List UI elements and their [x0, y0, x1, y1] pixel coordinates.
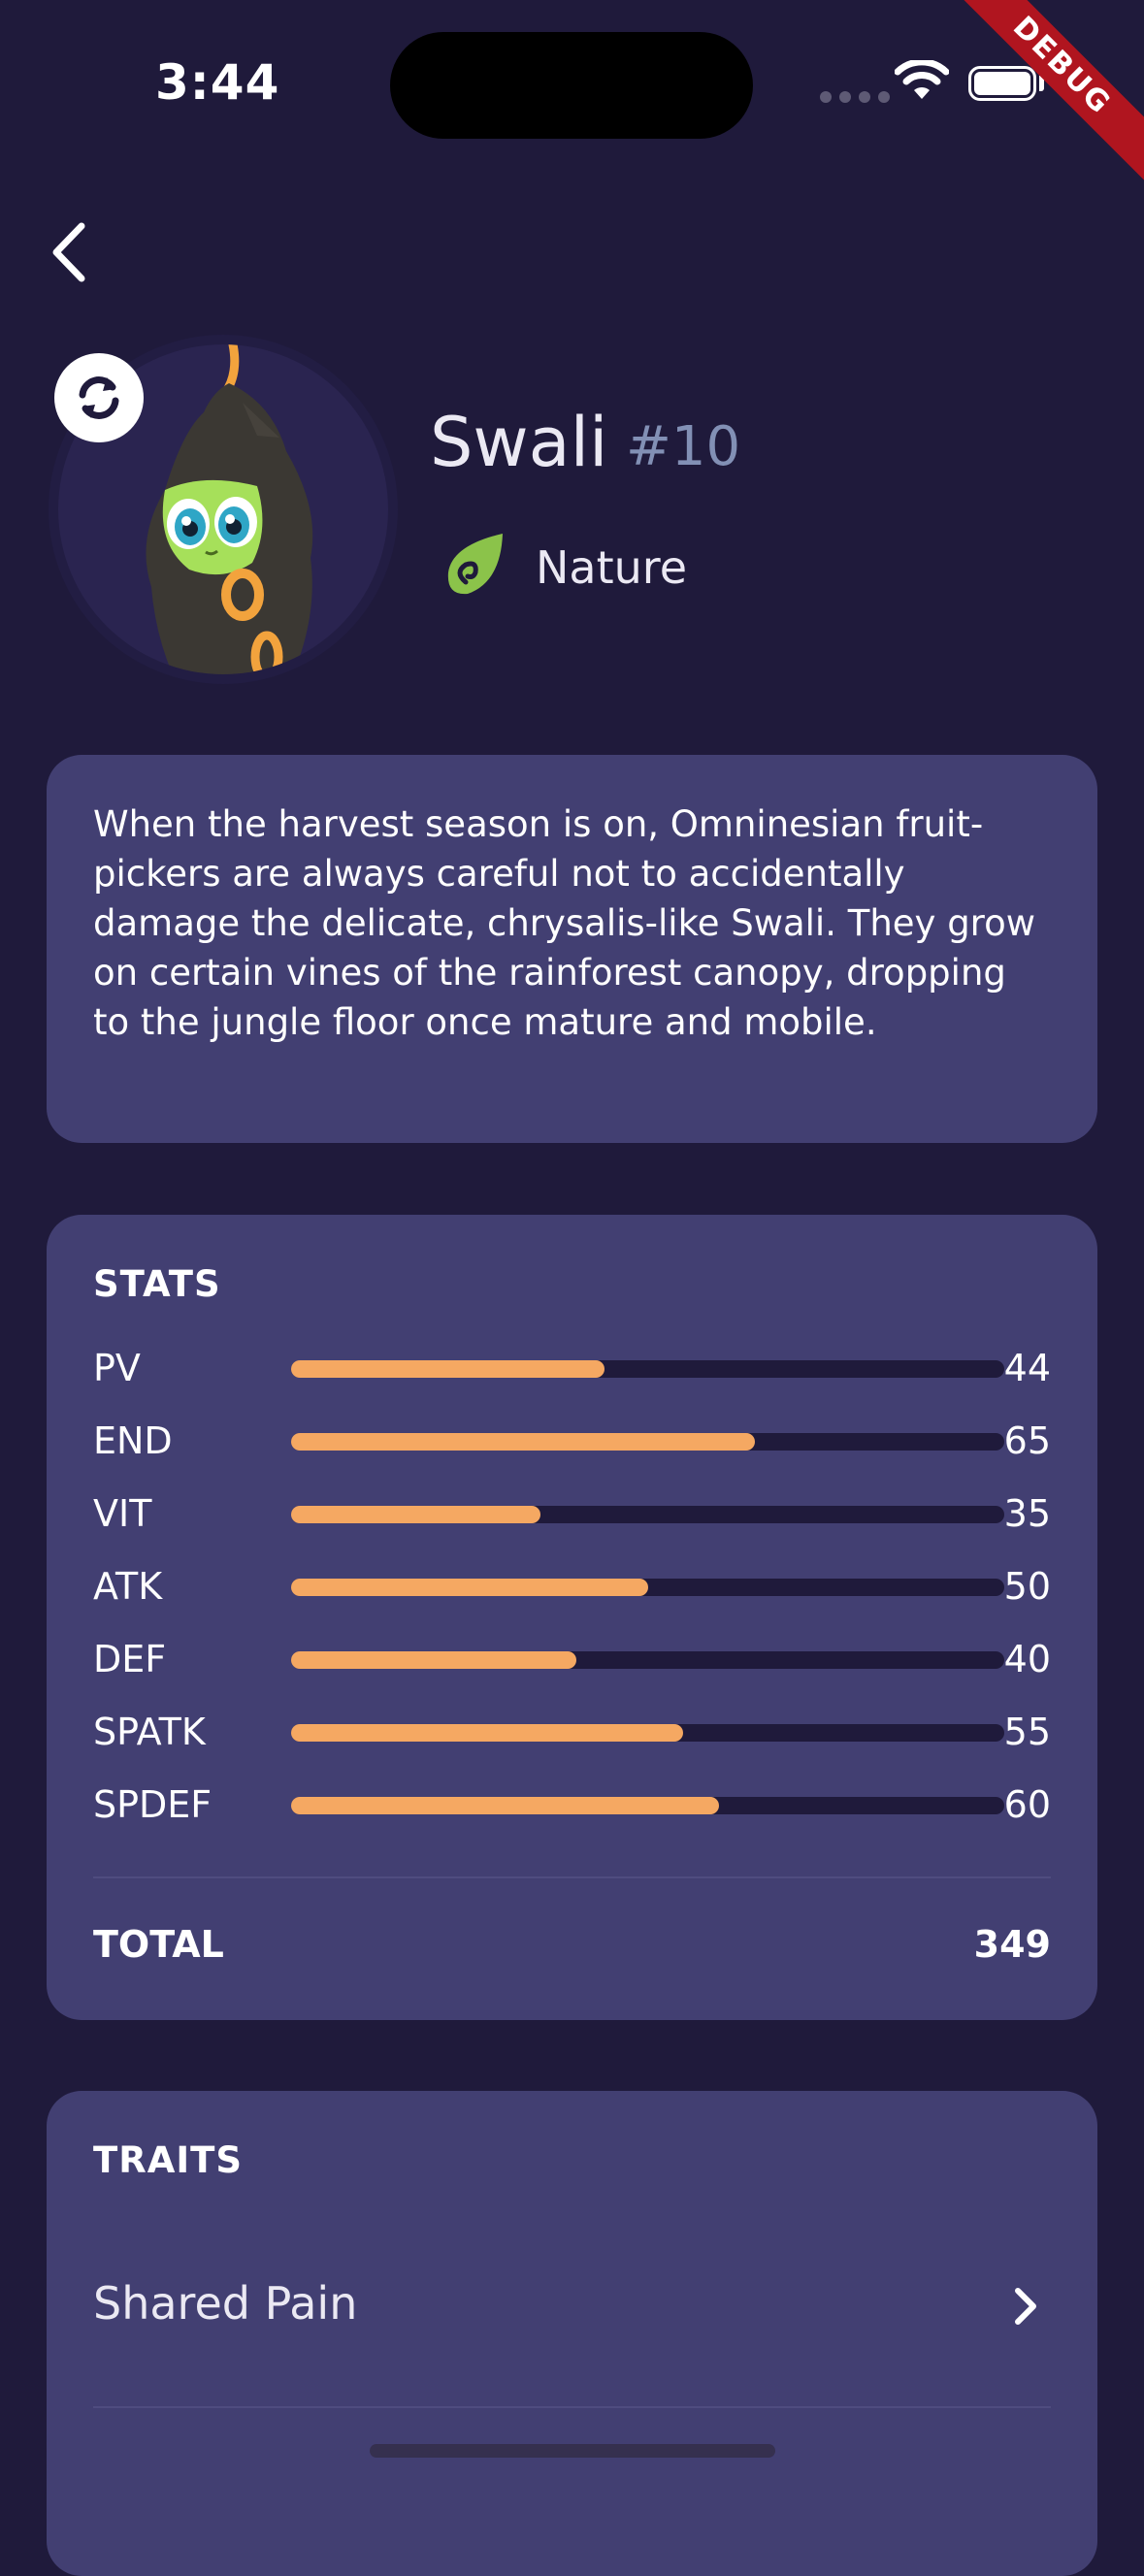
stats-divider	[93, 1876, 1051, 1878]
stat-bar-track	[291, 1506, 1004, 1523]
stats-total-value: 349	[973, 1923, 1051, 1966]
stats-card: STATS PV 44 END 65 VIT 35 ATK 50 DEF 40 …	[47, 1215, 1097, 2020]
stat-value: 60	[1003, 1783, 1051, 1826]
stat-row-end: END 65	[93, 1412, 1051, 1470]
stat-row-atk: ATK 50	[93, 1557, 1051, 1615]
stat-bar-track	[291, 1724, 1004, 1742]
stat-value: 44	[1003, 1347, 1051, 1389]
stat-bar-track	[291, 1433, 1004, 1451]
chevron-left-icon	[52, 222, 85, 282]
stats-total-label: TOTAL	[93, 1923, 224, 1966]
stat-bar-track	[291, 1651, 1004, 1669]
stat-value: 50	[1003, 1565, 1051, 1608]
swap-form-button[interactable]	[54, 353, 144, 442]
stat-row-pv: PV 44	[93, 1339, 1051, 1397]
stat-row-spdef: SPDEF 60	[93, 1776, 1051, 1834]
trait-label: Shared Pain	[93, 2277, 358, 2330]
leaf-icon	[447, 534, 503, 595]
creature-illustration	[146, 344, 313, 674]
stat-bar-fill	[291, 1651, 576, 1669]
stat-value: 40	[1003, 1638, 1051, 1680]
stat-label: SPDEF	[93, 1783, 212, 1826]
traits-card: TRAITS Shared Pain	[47, 2091, 1097, 2576]
stat-bar-fill	[291, 1506, 541, 1523]
back-button[interactable]	[39, 218, 97, 286]
stat-bar-track	[291, 1360, 1004, 1378]
home-indicator[interactable]	[370, 2444, 775, 2458]
stat-row-vit: VIT 35	[93, 1484, 1051, 1543]
trait-item-shared-pain[interactable]: Shared Pain	[93, 2256, 1051, 2363]
traits-divider	[93, 2406, 1051, 2408]
creature-number: #10	[626, 415, 741, 478]
battery-tip	[1039, 76, 1044, 91]
creature-description: When the harvest season is on, Omninesia…	[93, 803, 1035, 1043]
traits-title: TRAITS	[93, 2139, 244, 2181]
stat-value: 35	[1003, 1492, 1051, 1535]
description-card: When the harvest season is on, Omninesia…	[47, 755, 1097, 1143]
stat-label: END	[93, 1419, 173, 1462]
stat-bar-fill	[291, 1360, 605, 1378]
creature-name: Swali	[430, 403, 608, 482]
status-bar: 3:44	[0, 0, 1144, 175]
stat-label: PV	[93, 1347, 141, 1389]
stats-title: STATS	[93, 1263, 221, 1305]
cellular-signal-icon	[820, 91, 890, 103]
battery-icon	[968, 66, 1036, 101]
wifi-icon	[895, 60, 949, 99]
stat-label: VIT	[93, 1492, 152, 1535]
stat-value: 55	[1003, 1711, 1051, 1753]
refresh-icon	[79, 376, 119, 419]
stat-label: ATK	[93, 1565, 163, 1608]
chevron-right-icon	[1015, 2288, 1036, 2325]
stat-value: 65	[1003, 1419, 1051, 1462]
stat-label: SPATK	[93, 1711, 206, 1753]
stat-bar-fill	[291, 1797, 719, 1814]
stat-row-def: DEF 40	[93, 1630, 1051, 1688]
stat-bar-fill	[291, 1579, 648, 1596]
stat-bar-fill	[291, 1724, 684, 1742]
dynamic-island	[390, 32, 753, 139]
stat-bar-track	[291, 1797, 1004, 1814]
creature-avatar	[58, 344, 388, 674]
stat-bar-track	[291, 1579, 1004, 1596]
stat-label: DEF	[93, 1638, 167, 1680]
status-time: 3:44	[155, 54, 280, 111]
creature-type: Nature	[536, 541, 687, 594]
stat-bar-fill	[291, 1433, 755, 1451]
stat-row-spatk: SPATK 55	[93, 1703, 1051, 1761]
